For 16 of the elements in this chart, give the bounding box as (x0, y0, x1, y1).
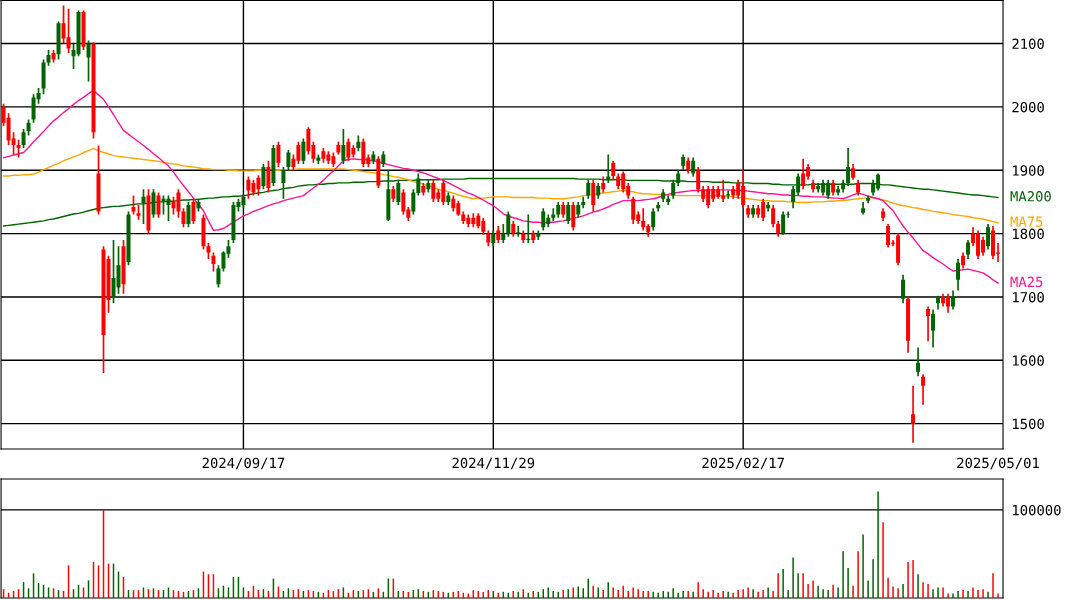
y-tick-label: 2000 (1012, 101, 1044, 113)
y-tick-label: 1600 (1013, 355, 1044, 366)
series-label: MA25 (1010, 276, 1043, 288)
x-tick-label: 2025/05/01 (957, 457, 1039, 470)
y-tick-label: 100000 (1013, 504, 1061, 516)
series-label: MA200 (1010, 191, 1051, 202)
x-tick-label: 2024/11/29 (452, 457, 535, 470)
y-tick-label: 1700 (1013, 291, 1044, 303)
y-tick-label: 1500 (1013, 418, 1044, 430)
y-tick-label: 1900 (1013, 165, 1044, 176)
y-tick-label: 2100 (1012, 38, 1044, 50)
x-tick-label: 2024/09/17 (202, 457, 285, 470)
line-series (2, 89, 999, 284)
series-label: MA75 (1010, 216, 1043, 227)
x-tick-label: 2025/02/17 (702, 457, 784, 470)
y-tick-label: 1800 (1013, 228, 1044, 240)
